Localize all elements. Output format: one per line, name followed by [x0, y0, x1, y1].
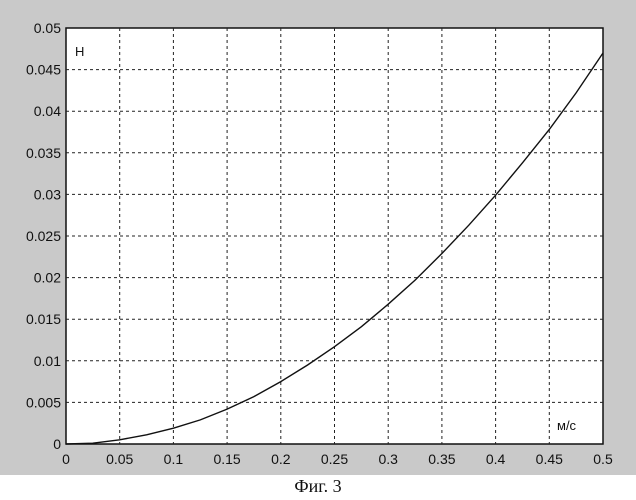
- y-tick-label: 0.025: [26, 228, 61, 244]
- y-tick-label: 0.04: [34, 103, 61, 119]
- x-tick-label: 0.3: [378, 451, 398, 467]
- x-tick-label: 0.2: [271, 451, 291, 467]
- x-tick-label: 0.1: [164, 451, 184, 467]
- x-tick-label: 0.4: [486, 451, 506, 467]
- x-tick-label: 0.45: [536, 451, 563, 467]
- y-tick-label: 0.015: [26, 311, 61, 327]
- y-axis-unit-label: Н: [75, 44, 84, 59]
- y-tick-label: 0.01: [34, 353, 61, 369]
- y-tick-label: 0.005: [26, 394, 61, 410]
- x-tick-label: 0.5: [593, 451, 613, 467]
- figure-caption: Фиг. 3: [0, 476, 636, 497]
- y-tick-label: 0: [53, 436, 61, 452]
- chart-svg: 0 0.05 0.1 0.15 0.2 0.25 0.3 0.35 0.4 0.45 0.5 0 0.0…: [0, 0, 636, 475]
- y-tick-label: 0.045: [26, 62, 61, 78]
- y-tick-label: 0.02: [34, 270, 61, 286]
- x-tick-label: 0: [62, 451, 70, 467]
- x-tick-label: 0.25: [321, 451, 348, 467]
- x-tick-label: 0.35: [428, 451, 455, 467]
- y-tick-label: 0.03: [34, 186, 61, 202]
- x-axis-unit-label: м/с: [557, 418, 577, 433]
- x-tick-label: 0.15: [213, 451, 240, 467]
- x-tick-label: 0.05: [106, 451, 133, 467]
- y-tick-label: 0.035: [26, 145, 61, 161]
- chart-figure: 0 0.05 0.1 0.15 0.2 0.25 0.3 0.35 0.4 0.45 0.5 0 0.0…: [0, 0, 636, 475]
- y-tick-label: 0.05: [34, 20, 61, 36]
